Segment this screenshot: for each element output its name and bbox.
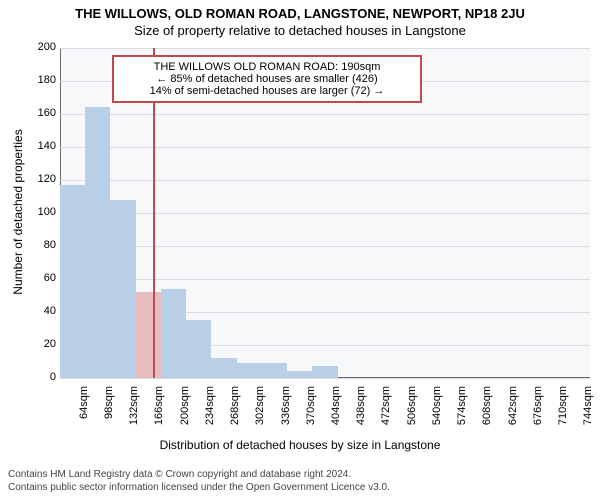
grid-line xyxy=(60,246,590,247)
x-tick-label: 166sqm xyxy=(153,386,165,446)
footer-line-2: Contains public sector information licen… xyxy=(8,481,390,494)
grid-line xyxy=(60,114,590,115)
histogram-bar xyxy=(110,200,135,378)
info-box-line: 14% of semi-detached houses are larger (… xyxy=(122,85,412,97)
x-tick-label: 676sqm xyxy=(532,386,544,446)
grid-line xyxy=(60,279,590,280)
x-tick-label: 302sqm xyxy=(254,386,266,446)
info-box-line: THE WILLOWS OLD ROMAN ROAD: 190sqm xyxy=(122,61,412,73)
y-tick-label: 20 xyxy=(22,338,56,350)
info-callout-box: THE WILLOWS OLD ROMAN ROAD: 190sqm← 85% … xyxy=(112,55,422,103)
x-tick-label: 744sqm xyxy=(582,386,594,446)
x-tick-label: 506sqm xyxy=(406,386,418,446)
grid-line xyxy=(60,213,590,214)
x-tick-label: 608sqm xyxy=(481,386,493,446)
x-tick-label: 370sqm xyxy=(305,386,317,446)
footer-line-1: Contains HM Land Registry data © Crown c… xyxy=(8,468,390,481)
y-tick-label: 140 xyxy=(22,140,56,152)
chart-subtitle: Size of property relative to detached ho… xyxy=(0,21,600,38)
y-tick-label: 180 xyxy=(22,74,56,86)
histogram-bar xyxy=(237,363,262,378)
histogram-bar xyxy=(262,363,287,378)
histogram-bar xyxy=(136,292,161,378)
chart-title: THE WILLOWS, OLD ROMAN ROAD, LANGSTONE, … xyxy=(0,0,600,21)
x-tick-label: 132sqm xyxy=(128,386,140,446)
histogram-bar xyxy=(186,320,211,378)
x-tick-label: 234sqm xyxy=(204,386,216,446)
y-tick-label: 80 xyxy=(22,239,56,251)
footer-attribution: Contains HM Land Registry data © Crown c… xyxy=(8,468,390,494)
x-tick-label: 710sqm xyxy=(557,386,569,446)
grid-line xyxy=(60,48,590,49)
y-tick-label: 60 xyxy=(22,272,56,284)
y-tick-label: 200 xyxy=(22,41,56,53)
y-tick-label: 0 xyxy=(22,371,56,383)
histogram-bar xyxy=(211,358,236,378)
y-tick-label: 100 xyxy=(22,206,56,218)
y-tick-label: 160 xyxy=(22,107,56,119)
x-tick-label: 472sqm xyxy=(380,386,392,446)
info-box-line: ← 85% of detached houses are smaller (42… xyxy=(122,73,412,85)
x-tick-label: 438sqm xyxy=(355,386,367,446)
x-tick-label: 574sqm xyxy=(456,386,468,446)
histogram-bar xyxy=(60,185,85,378)
x-tick-label: 64sqm xyxy=(78,386,90,446)
y-tick-label: 120 xyxy=(22,173,56,185)
grid-line xyxy=(60,147,590,148)
histogram-bar xyxy=(312,366,337,378)
x-tick-label: 642sqm xyxy=(507,386,519,446)
x-tick-label: 404sqm xyxy=(330,386,342,446)
histogram-bar xyxy=(161,289,186,378)
y-tick-label: 40 xyxy=(22,305,56,317)
grid-line xyxy=(60,180,590,181)
x-tick-label: 268sqm xyxy=(229,386,241,446)
histogram-bar xyxy=(85,107,110,378)
x-tick-label: 336sqm xyxy=(280,386,292,446)
x-tick-label: 98sqm xyxy=(103,386,115,446)
histogram-bar xyxy=(287,371,312,378)
grid-line xyxy=(60,378,590,379)
x-tick-label: 200sqm xyxy=(179,386,191,446)
x-tick-label: 540sqm xyxy=(431,386,443,446)
